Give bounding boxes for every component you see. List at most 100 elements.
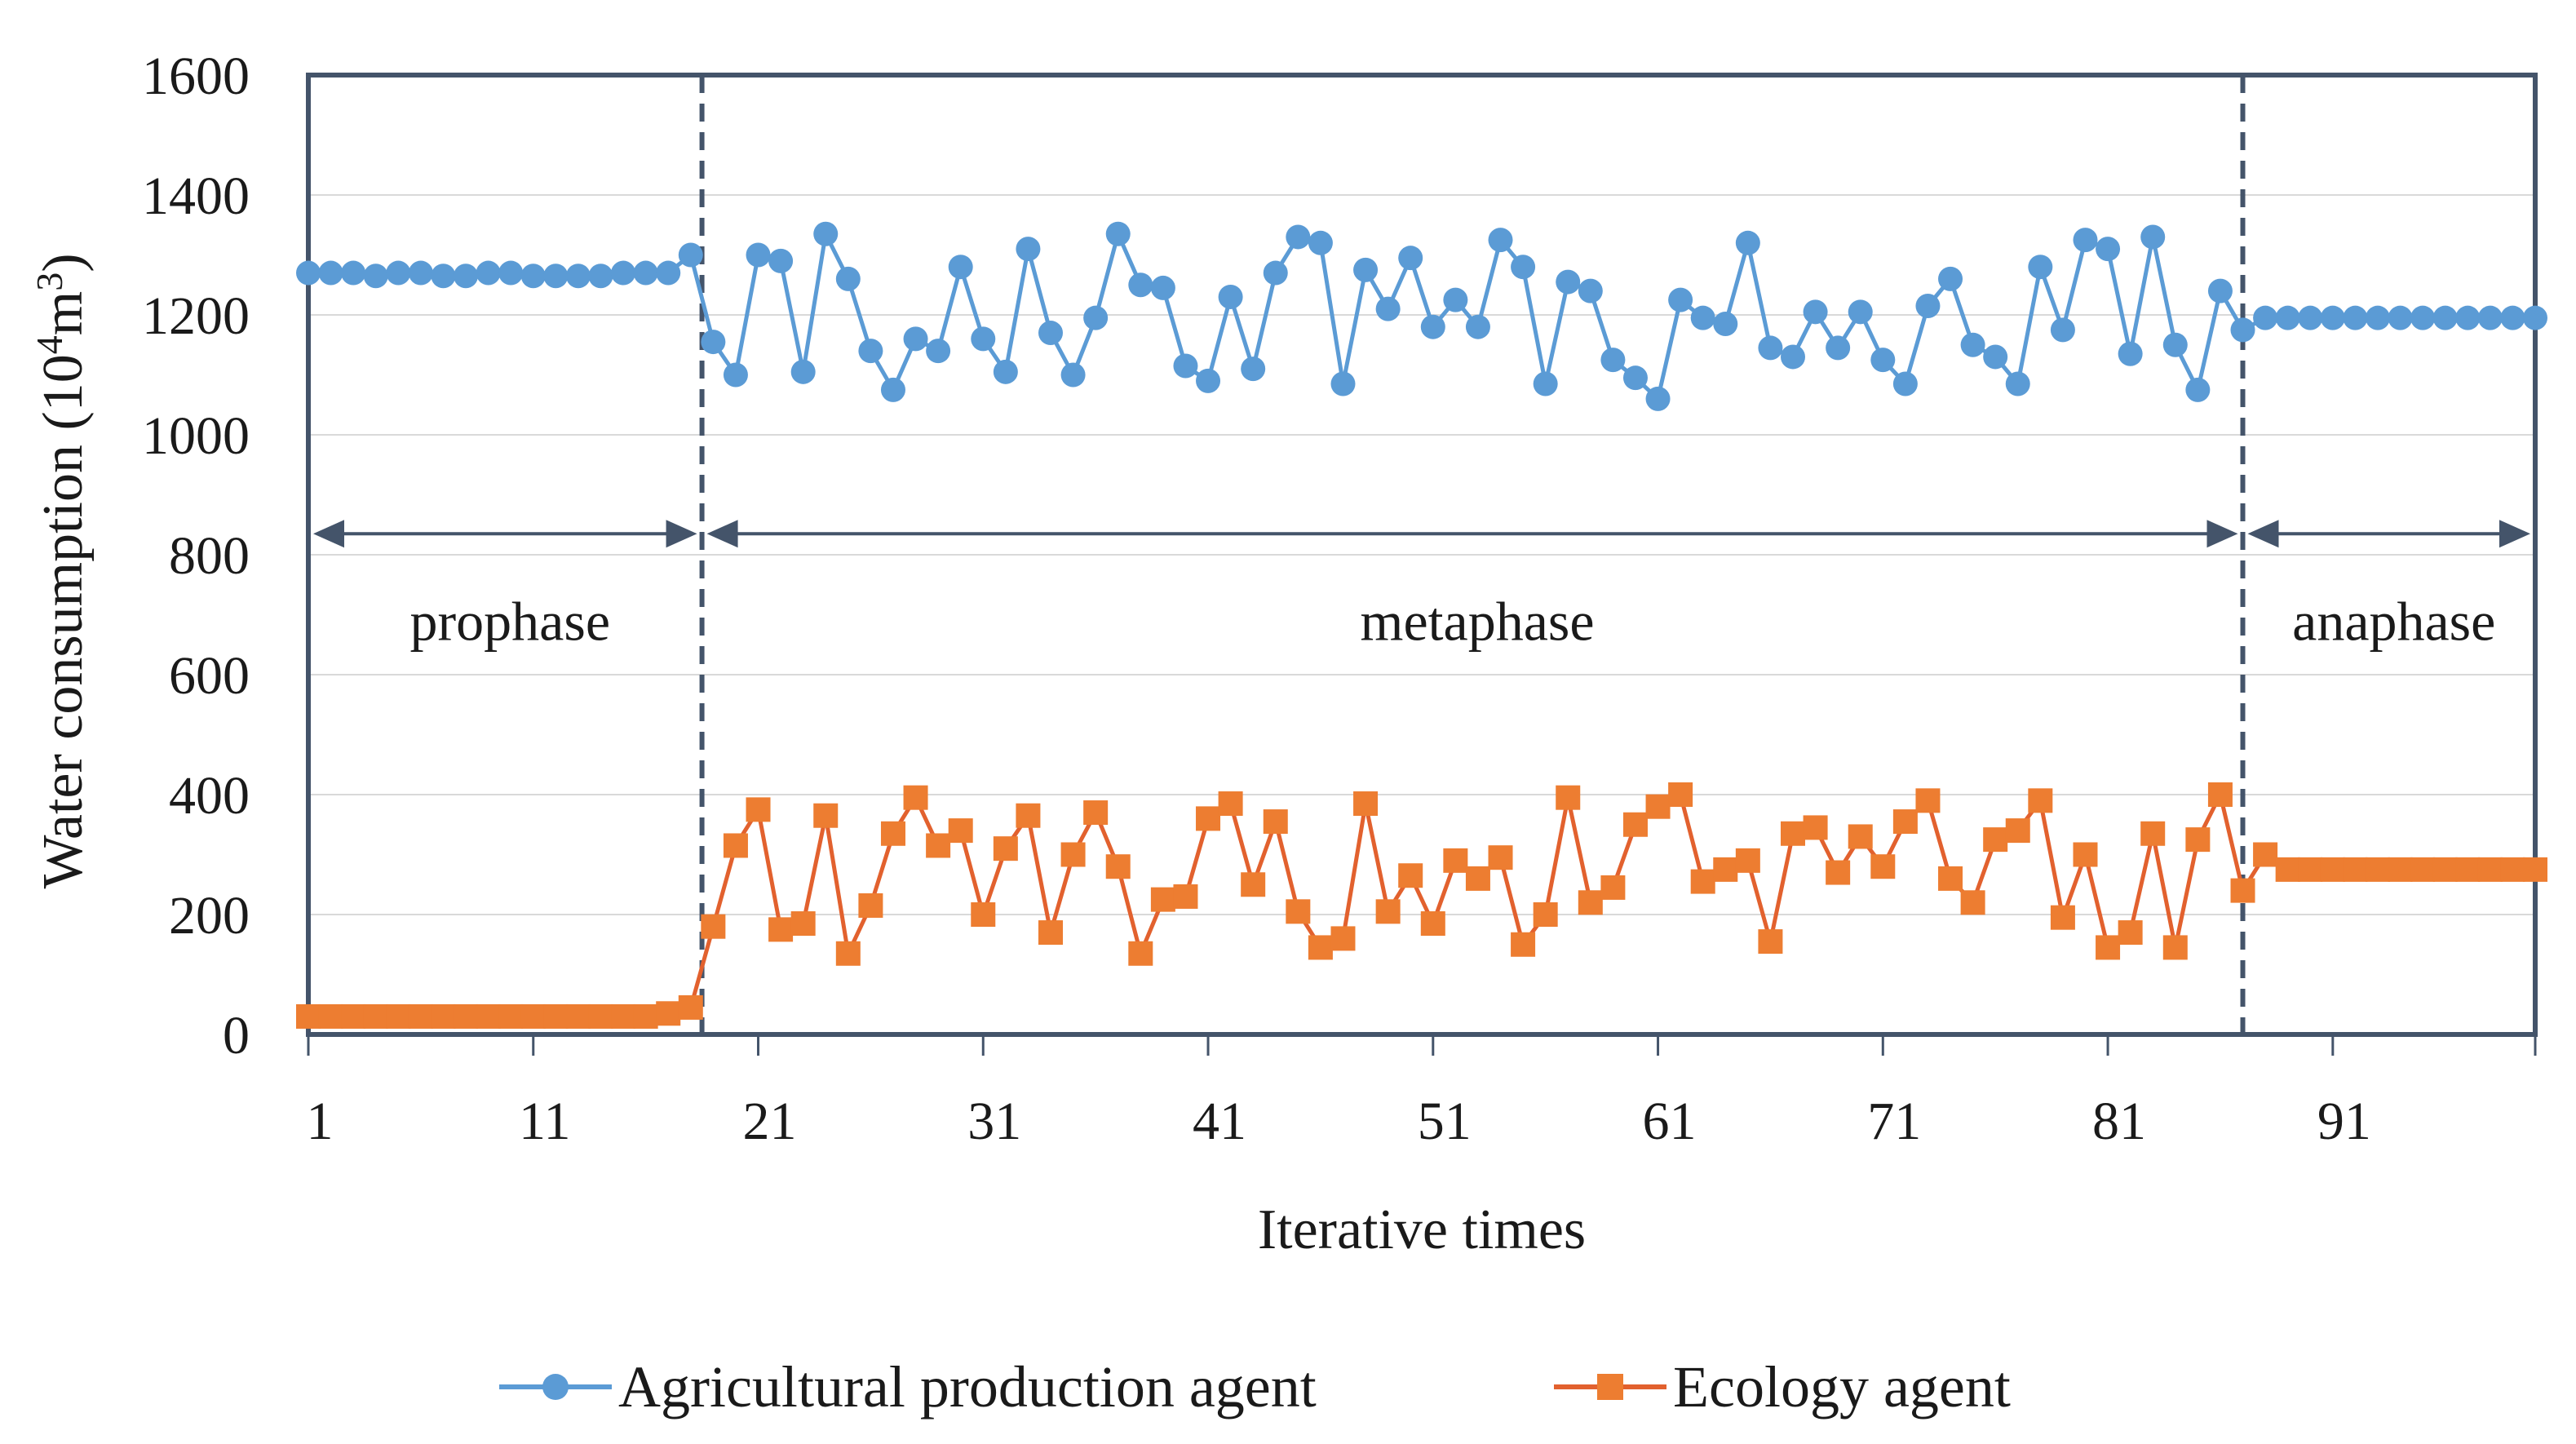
data-point	[318, 260, 343, 286]
phase-arrow-head-left	[706, 520, 738, 548]
data-point	[1735, 230, 1760, 255]
data-point	[1083, 305, 1109, 330]
data-point	[2005, 818, 2030, 844]
data-point	[1038, 321, 1063, 346]
data-point	[2050, 317, 2075, 343]
data-point	[971, 902, 996, 927]
data-point	[2028, 788, 2053, 813]
data-point	[431, 264, 456, 289]
data-point	[1983, 344, 2008, 370]
data-point	[633, 1003, 658, 1029]
y-axis-ticks: 0 200 400 600 800 1000 1200 1400 1600	[142, 47, 250, 1065]
data-point	[746, 797, 771, 822]
data-point	[2500, 305, 2525, 330]
data-point	[454, 1003, 479, 1029]
data-point	[2253, 305, 2278, 330]
x-tick-label: 41	[1193, 1092, 1246, 1151]
data-point	[2073, 842, 2098, 867]
data-point	[858, 339, 883, 364]
data-point	[948, 255, 973, 280]
data-point	[2118, 341, 2143, 366]
y-axis-title-sup-1: 4	[29, 335, 70, 354]
data-point	[1803, 299, 1828, 325]
data-point	[948, 818, 973, 844]
data-point	[2050, 905, 2075, 930]
x-tick-label: 71	[1867, 1092, 1921, 1151]
data-point	[341, 260, 366, 286]
data-point	[1983, 827, 2008, 853]
data-point	[1150, 275, 1175, 300]
data-point	[1060, 362, 1086, 388]
legend-item: Ecology agent	[1554, 1354, 2011, 1420]
data-point	[1263, 809, 1288, 835]
data-point	[1578, 278, 1603, 303]
data-point	[2298, 857, 2323, 882]
data-point	[2185, 377, 2211, 402]
x-tick-label: 21	[743, 1092, 797, 1151]
phase-label-anaphase: anaphase	[2292, 590, 2495, 652]
data-point	[2140, 224, 2166, 250]
data-point	[341, 1003, 366, 1029]
phase-label-metaphase: metaphase	[1361, 590, 1595, 652]
series-line	[308, 232, 2535, 401]
data-point	[2096, 237, 2121, 262]
data-point	[2477, 305, 2503, 330]
data-point	[2410, 305, 2436, 330]
legend: Agricultural production agent Ecology age…	[499, 1354, 2011, 1420]
data-point	[2320, 857, 2345, 882]
data-point	[1196, 368, 1221, 393]
y-tick-label: 0	[223, 1006, 250, 1065]
data-point	[1420, 911, 1445, 937]
data-point	[1713, 857, 1738, 882]
y-tick-label: 200	[169, 886, 250, 946]
series-ecology-agent	[296, 782, 2547, 1029]
data-point	[611, 260, 636, 286]
data-point	[993, 359, 1018, 384]
data-point	[1690, 869, 1715, 894]
data-point	[1241, 357, 1266, 382]
phase-arrow-head-right	[2499, 520, 2530, 548]
data-point	[1915, 788, 1941, 813]
y-axis-title: Water consumption (104m3)	[29, 253, 95, 888]
data-point	[1060, 842, 1086, 867]
x-axis-ticks: 1 11 21 31 41 51 61 71 81 91	[307, 1034, 2537, 1151]
data-point	[588, 1003, 613, 1029]
y-tick-label: 1000	[142, 406, 250, 466]
data-point	[835, 941, 861, 966]
x-tick-label: 81	[2092, 1092, 2146, 1151]
data-point	[565, 1003, 591, 1029]
data-point	[1511, 932, 1536, 957]
data-point	[2455, 305, 2481, 330]
data-point	[1330, 371, 1356, 396]
data-point	[543, 1003, 569, 1029]
data-point	[790, 911, 816, 937]
data-point	[1465, 866, 1490, 891]
data-point	[993, 836, 1018, 862]
legend-marker	[542, 1374, 569, 1400]
data-point	[2455, 857, 2481, 882]
data-point	[1105, 854, 1131, 879]
data-point	[1488, 845, 1513, 870]
y-axis-title-sup-2: 3	[29, 272, 70, 291]
data-point	[1668, 782, 1693, 807]
data-point	[2118, 920, 2143, 946]
data-point	[1218, 284, 1243, 309]
plot-frame	[306, 73, 2538, 1037]
data-point	[408, 1003, 433, 1029]
data-point	[1781, 344, 1805, 370]
data-point	[2005, 371, 2030, 396]
data-point	[723, 833, 748, 858]
phase-arrow-head-left	[2247, 520, 2279, 548]
data-point	[1870, 348, 1896, 373]
data-point	[498, 260, 524, 286]
y-tick-label: 800	[169, 526, 250, 586]
data-point	[1600, 875, 1626, 900]
phase-arrow-head-left	[313, 520, 344, 548]
x-tick-label: 11	[519, 1092, 571, 1151]
y-tick-label: 1400	[142, 166, 250, 226]
data-point	[611, 1003, 636, 1029]
legend-label: Ecology agent	[1673, 1354, 2011, 1420]
data-point	[701, 914, 726, 939]
data-point	[768, 248, 794, 273]
y-tick-label: 1200	[142, 286, 250, 346]
